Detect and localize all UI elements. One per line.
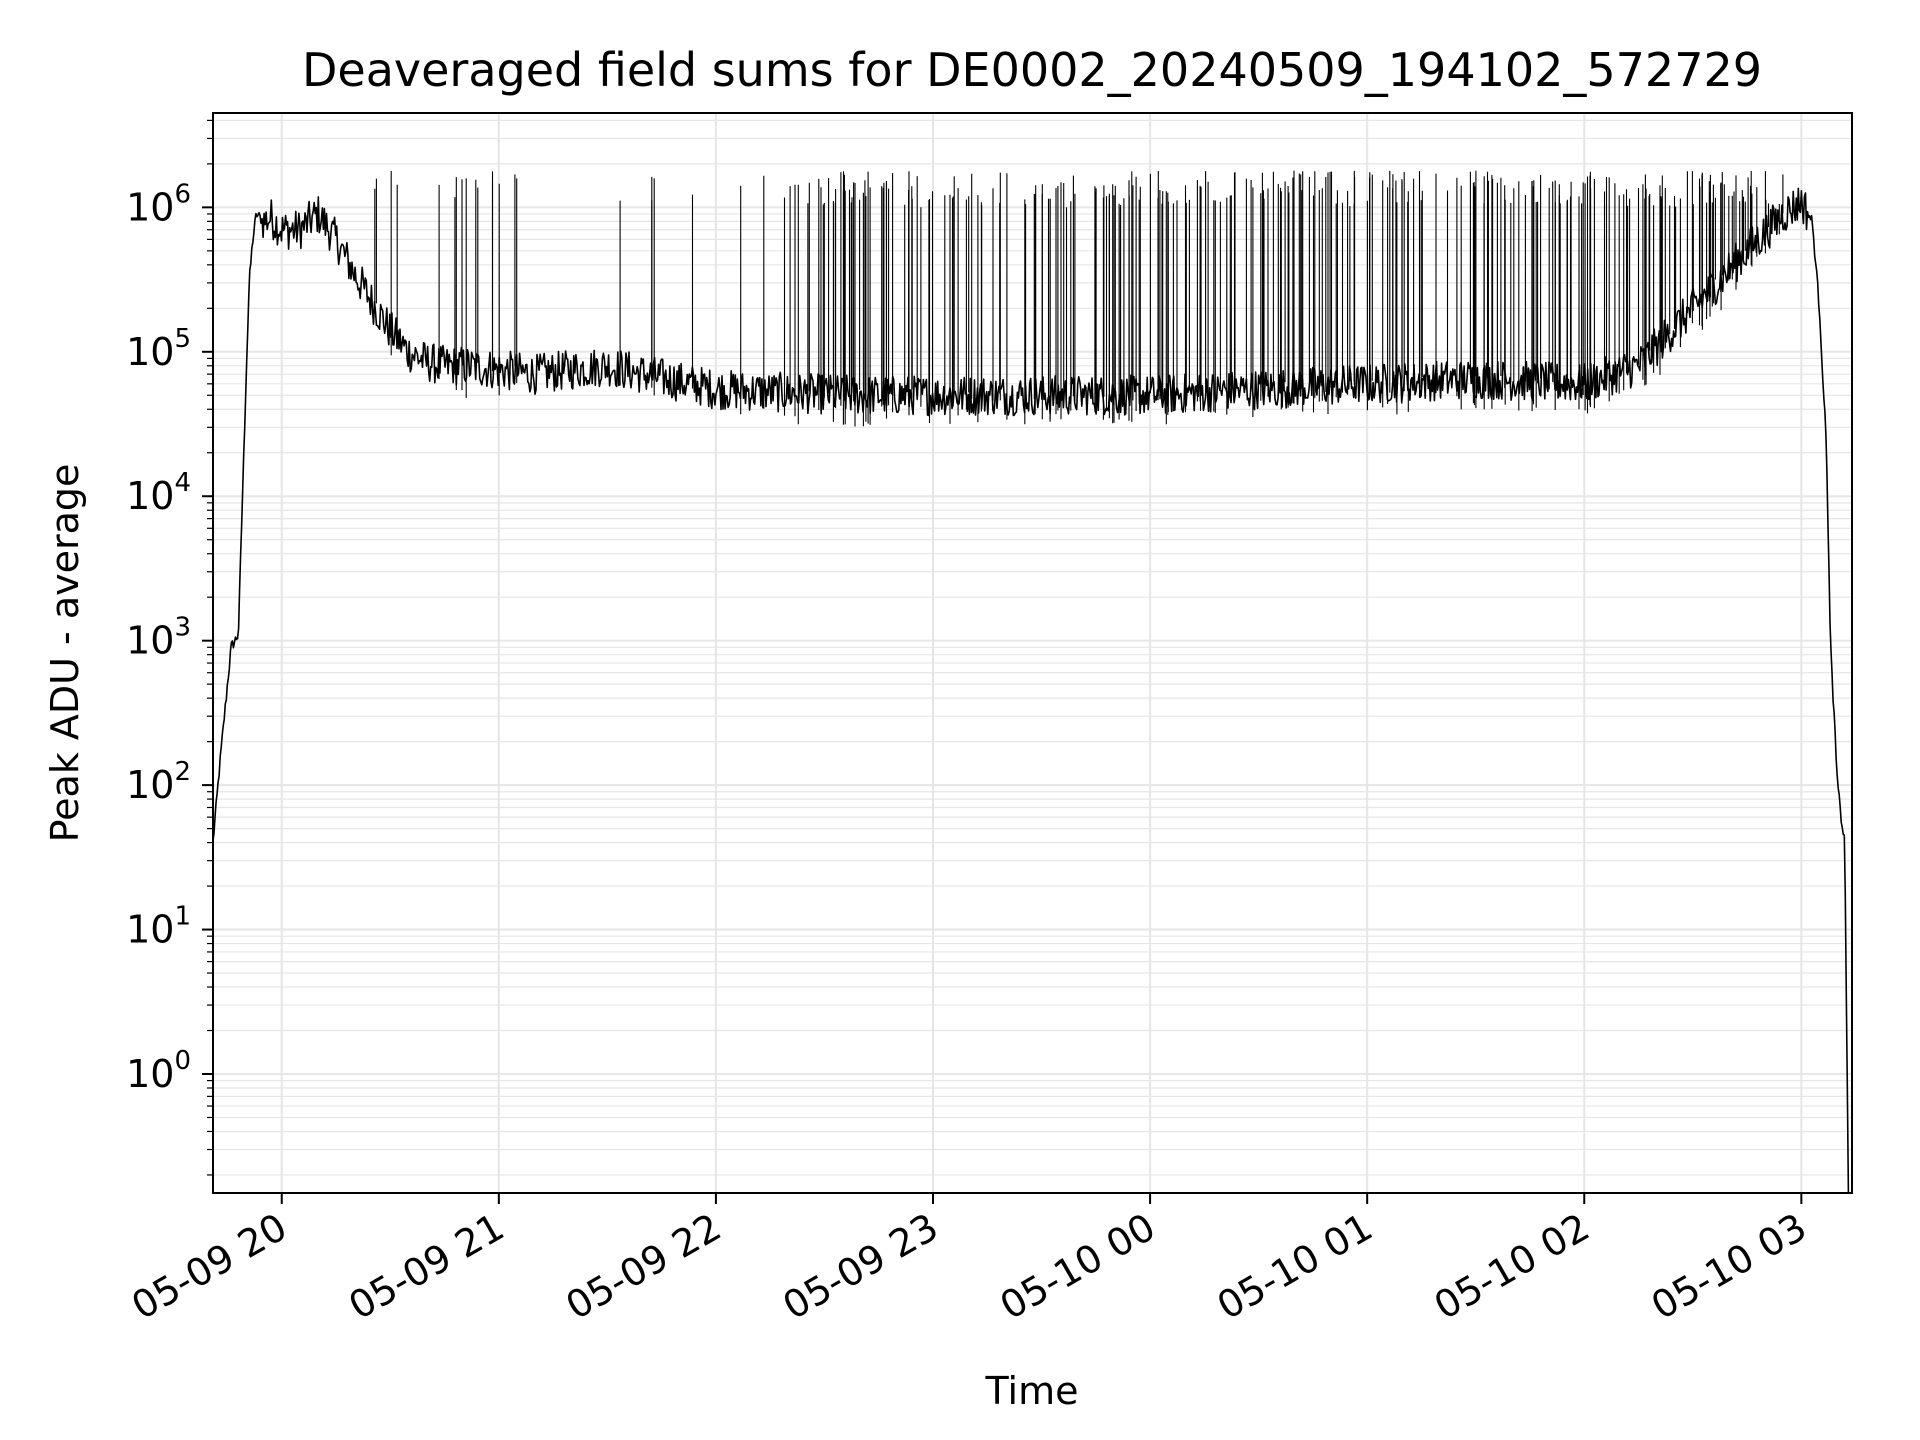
x-axis-label: Time [985,1369,1079,1413]
y-axis-label: Peak ADU - average [43,464,87,843]
data-spikes [374,170,1784,427]
series-line [212,187,1850,1194]
y-tick-label: 106 [126,179,191,229]
y-tick-label: 100 [126,1046,191,1096]
y-tick-label: 105 [126,324,191,374]
chart-title: Deaveraged field sums for DE0002_2024050… [302,43,1762,97]
y-tick-label: 102 [126,757,191,807]
y-tick-label: 101 [126,902,191,952]
y-tick-label: 104 [126,468,191,518]
plot-frame [212,112,1853,1194]
y-axis: 100 101 102 103 104 105 106 [126,119,213,1176]
y-tick-label: 103 [126,613,191,663]
